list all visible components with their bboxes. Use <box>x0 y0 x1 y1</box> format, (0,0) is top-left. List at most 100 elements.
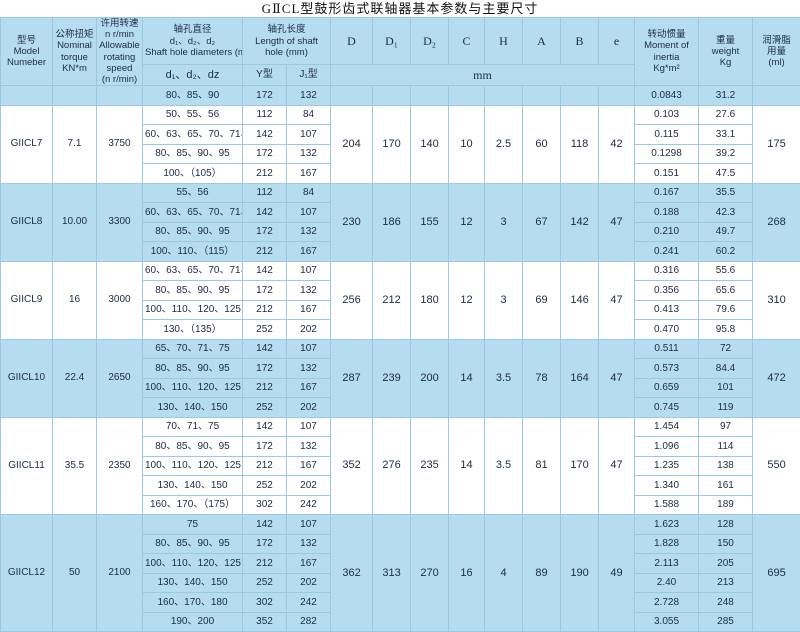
cell-nominal-torque: 22.4 <box>53 339 97 417</box>
cell-length-j1: 132 <box>287 437 331 457</box>
cell-shaft-hole-diameter: 130、140、150 <box>143 398 243 418</box>
header-torque-en2: torque <box>55 52 94 63</box>
cell-C: 12 <box>449 261 485 339</box>
cell-e <box>599 86 635 106</box>
cell-shaft-hole-diameter: 100、110、120、125 <box>143 456 243 476</box>
header-model-en1: Model <box>3 46 50 57</box>
cell-length-y: 172 <box>243 437 287 457</box>
header-speed-en3: rotating <box>99 52 140 63</box>
cell-allowable-speed: 2100 <box>97 515 143 632</box>
header-torque-cn: 公称扭矩 <box>55 29 94 40</box>
cell-length-j1: 132 <box>287 222 331 242</box>
header-D1: D₁ <box>373 18 411 65</box>
header-row-1: 型号 Model Numeber 公称扭矩 Nominal torque KN*… <box>1 18 800 65</box>
header-model-en2: Numeber <box>3 57 50 68</box>
cell-length-j1: 202 <box>287 320 331 340</box>
cell-weight: 42.3 <box>699 203 753 223</box>
header-B: B <box>561 18 599 65</box>
cell-B: 118 <box>561 105 599 183</box>
cell-length-j1: 107 <box>287 417 331 437</box>
cell-length-y: 142 <box>243 261 287 281</box>
cell-moment-of-inertia: 2.728 <box>635 593 699 613</box>
cell-weight: 114 <box>699 437 753 457</box>
cell-length-j1: 132 <box>287 86 331 106</box>
cell-length-y: 172 <box>243 359 287 379</box>
header-speed-en1: n r/min <box>99 29 140 40</box>
cell-moment-of-inertia: 0.413 <box>635 300 699 320</box>
cell-length-j1: 107 <box>287 125 331 145</box>
cell-e: 47 <box>599 339 635 417</box>
header-length-en2: hole (mm) <box>245 47 328 58</box>
header-shaft-hole-length: 轴孔长度 Length of shaft hole (mm) <box>243 18 331 65</box>
cell-nominal-torque: 7.1 <box>53 105 97 183</box>
header-length-en1: Length of shaft <box>245 36 328 47</box>
cell-C: 16 <box>449 515 485 632</box>
cell-length-y: 252 <box>243 398 287 418</box>
cell-length-j1: 132 <box>287 281 331 301</box>
cell-moment-of-inertia: 0.511 <box>635 339 699 359</box>
cell-D1: 170 <box>373 105 411 183</box>
header-C: C <box>449 18 485 65</box>
cell-B: 164 <box>561 339 599 417</box>
cell-length-y: 212 <box>243 554 287 574</box>
cell-H: 3.5 <box>485 339 523 417</box>
cell-weight: 35.5 <box>699 183 753 203</box>
cell-length-j1: 107 <box>287 339 331 359</box>
cell-length-y: 172 <box>243 281 287 301</box>
cell-nominal-torque: 35.5 <box>53 417 97 515</box>
header-grease-volume: 润滑脂 用量 (ml) <box>753 18 800 86</box>
cell-grease-volume: 550 <box>753 417 800 515</box>
cell-moment-of-inertia: 0.241 <box>635 242 699 262</box>
header-inertia-cn: 转动惯量 <box>637 29 696 40</box>
header-mm-unit: mm <box>331 65 635 86</box>
cell-weight: 128 <box>699 515 753 535</box>
specification-table: 型号 Model Numeber 公称扭矩 Nominal torque KN*… <box>0 17 800 632</box>
cell-H <box>485 86 523 106</box>
cell-nominal-torque <box>53 86 97 106</box>
cell-length-j1: 167 <box>287 456 331 476</box>
header-weight-cn: 重量 <box>701 35 750 46</box>
cell-moment-of-inertia: 0.659 <box>635 378 699 398</box>
cell-weight: 84.4 <box>699 359 753 379</box>
cell-D: 230 <box>331 183 373 261</box>
cell-D2: 180 <box>411 261 449 339</box>
cell-length-y: 302 <box>243 593 287 613</box>
cell-moment-of-inertia: 0.151 <box>635 164 699 184</box>
cell-shaft-hole-diameter: 60、63、65、70、71、75 <box>143 203 243 223</box>
cell-length-y: 172 <box>243 86 287 106</box>
cell-length-y: 142 <box>243 339 287 359</box>
cell-D2: 200 <box>411 339 449 417</box>
cell-weight: 60.2 <box>699 242 753 262</box>
cell-model: GIICL10 <box>1 339 53 417</box>
cell-weight: 119 <box>699 398 753 418</box>
header-H: H <box>485 18 523 65</box>
cell-weight: 33.1 <box>699 125 753 145</box>
cell-length-j1: 202 <box>287 476 331 496</box>
cell-length-y: 112 <box>243 105 287 125</box>
cell-length-j1: 167 <box>287 300 331 320</box>
cell-weight: 213 <box>699 573 753 593</box>
cell-moment-of-inertia: 1.340 <box>635 476 699 496</box>
cell-moment-of-inertia: 0.356 <box>635 281 699 301</box>
header-nominal-torque: 公称扭矩 Nominal torque KN*m <box>53 18 97 86</box>
cell-C <box>449 86 485 106</box>
cell-shaft-hole-diameter: 160、170、（175） <box>143 495 243 515</box>
header-length-y-type: Y型 <box>243 65 287 86</box>
cell-length-j1: 107 <box>287 515 331 535</box>
cell-length-y: 252 <box>243 320 287 340</box>
cell-length-j1: 132 <box>287 534 331 554</box>
cell-moment-of-inertia: 1.623 <box>635 515 699 535</box>
cell-A: 81 <box>523 417 561 515</box>
header-D2: D₂ <box>411 18 449 65</box>
cell-shaft-hole-diameter: 80、85、90、95 <box>143 534 243 554</box>
table-header: 型号 Model Numeber 公称扭矩 Nominal torque KN*… <box>1 18 800 86</box>
header-bore-sub: d₁、d₂、dz <box>143 65 243 86</box>
cell-grease-volume: 310 <box>753 261 800 339</box>
cell-e: 47 <box>599 261 635 339</box>
cell-allowable-speed: 3750 <box>97 105 143 183</box>
cell-moment-of-inertia: 1.235 <box>635 456 699 476</box>
